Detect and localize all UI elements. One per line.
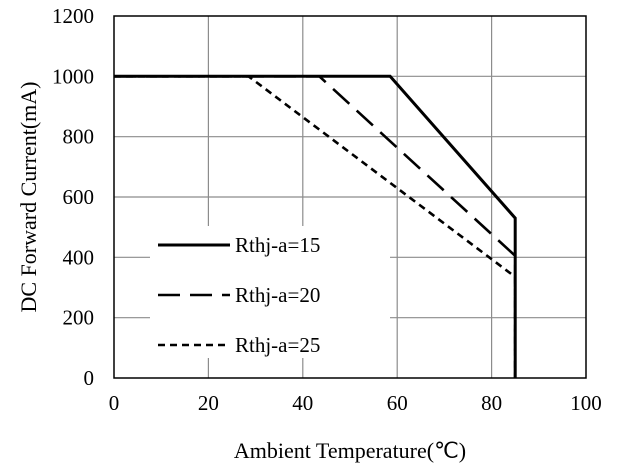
series-line-3	[114, 75, 517, 378]
y-tick-label: 1200	[52, 4, 94, 28]
legend-label-1: Rthj-a=15	[235, 233, 320, 257]
y-tick-label: 1000	[52, 64, 94, 88]
x-tick-label: 80	[481, 391, 502, 415]
series-layer	[114, 74, 517, 378]
plot-area-frame	[113, 15, 587, 379]
x-axis-label: Ambient Temperature(℃)	[234, 438, 466, 463]
y-tick-label: 800	[63, 125, 95, 149]
y-axis-label: DC Forward Current(mA)	[16, 82, 41, 313]
legend-label-2: Rthj-a=20	[235, 283, 320, 307]
x-tick-label: 100	[570, 391, 602, 415]
y-tick-label: 0	[84, 366, 95, 390]
x-tick-label: 0	[109, 391, 120, 415]
y-tick-label: 600	[63, 185, 95, 209]
y-tick-label: 400	[63, 245, 95, 269]
x-tick-label: 20	[198, 391, 219, 415]
y-tick-label: 200	[63, 306, 95, 330]
legend-label-3: Rthj-a=25	[235, 333, 320, 357]
x-tick-label: 40	[292, 391, 313, 415]
x-tick-label: 60	[387, 391, 408, 415]
legend: Rthj-a=15 Rthj-a=20 Rthj-a=25	[150, 226, 390, 358]
legend-background	[150, 226, 390, 358]
